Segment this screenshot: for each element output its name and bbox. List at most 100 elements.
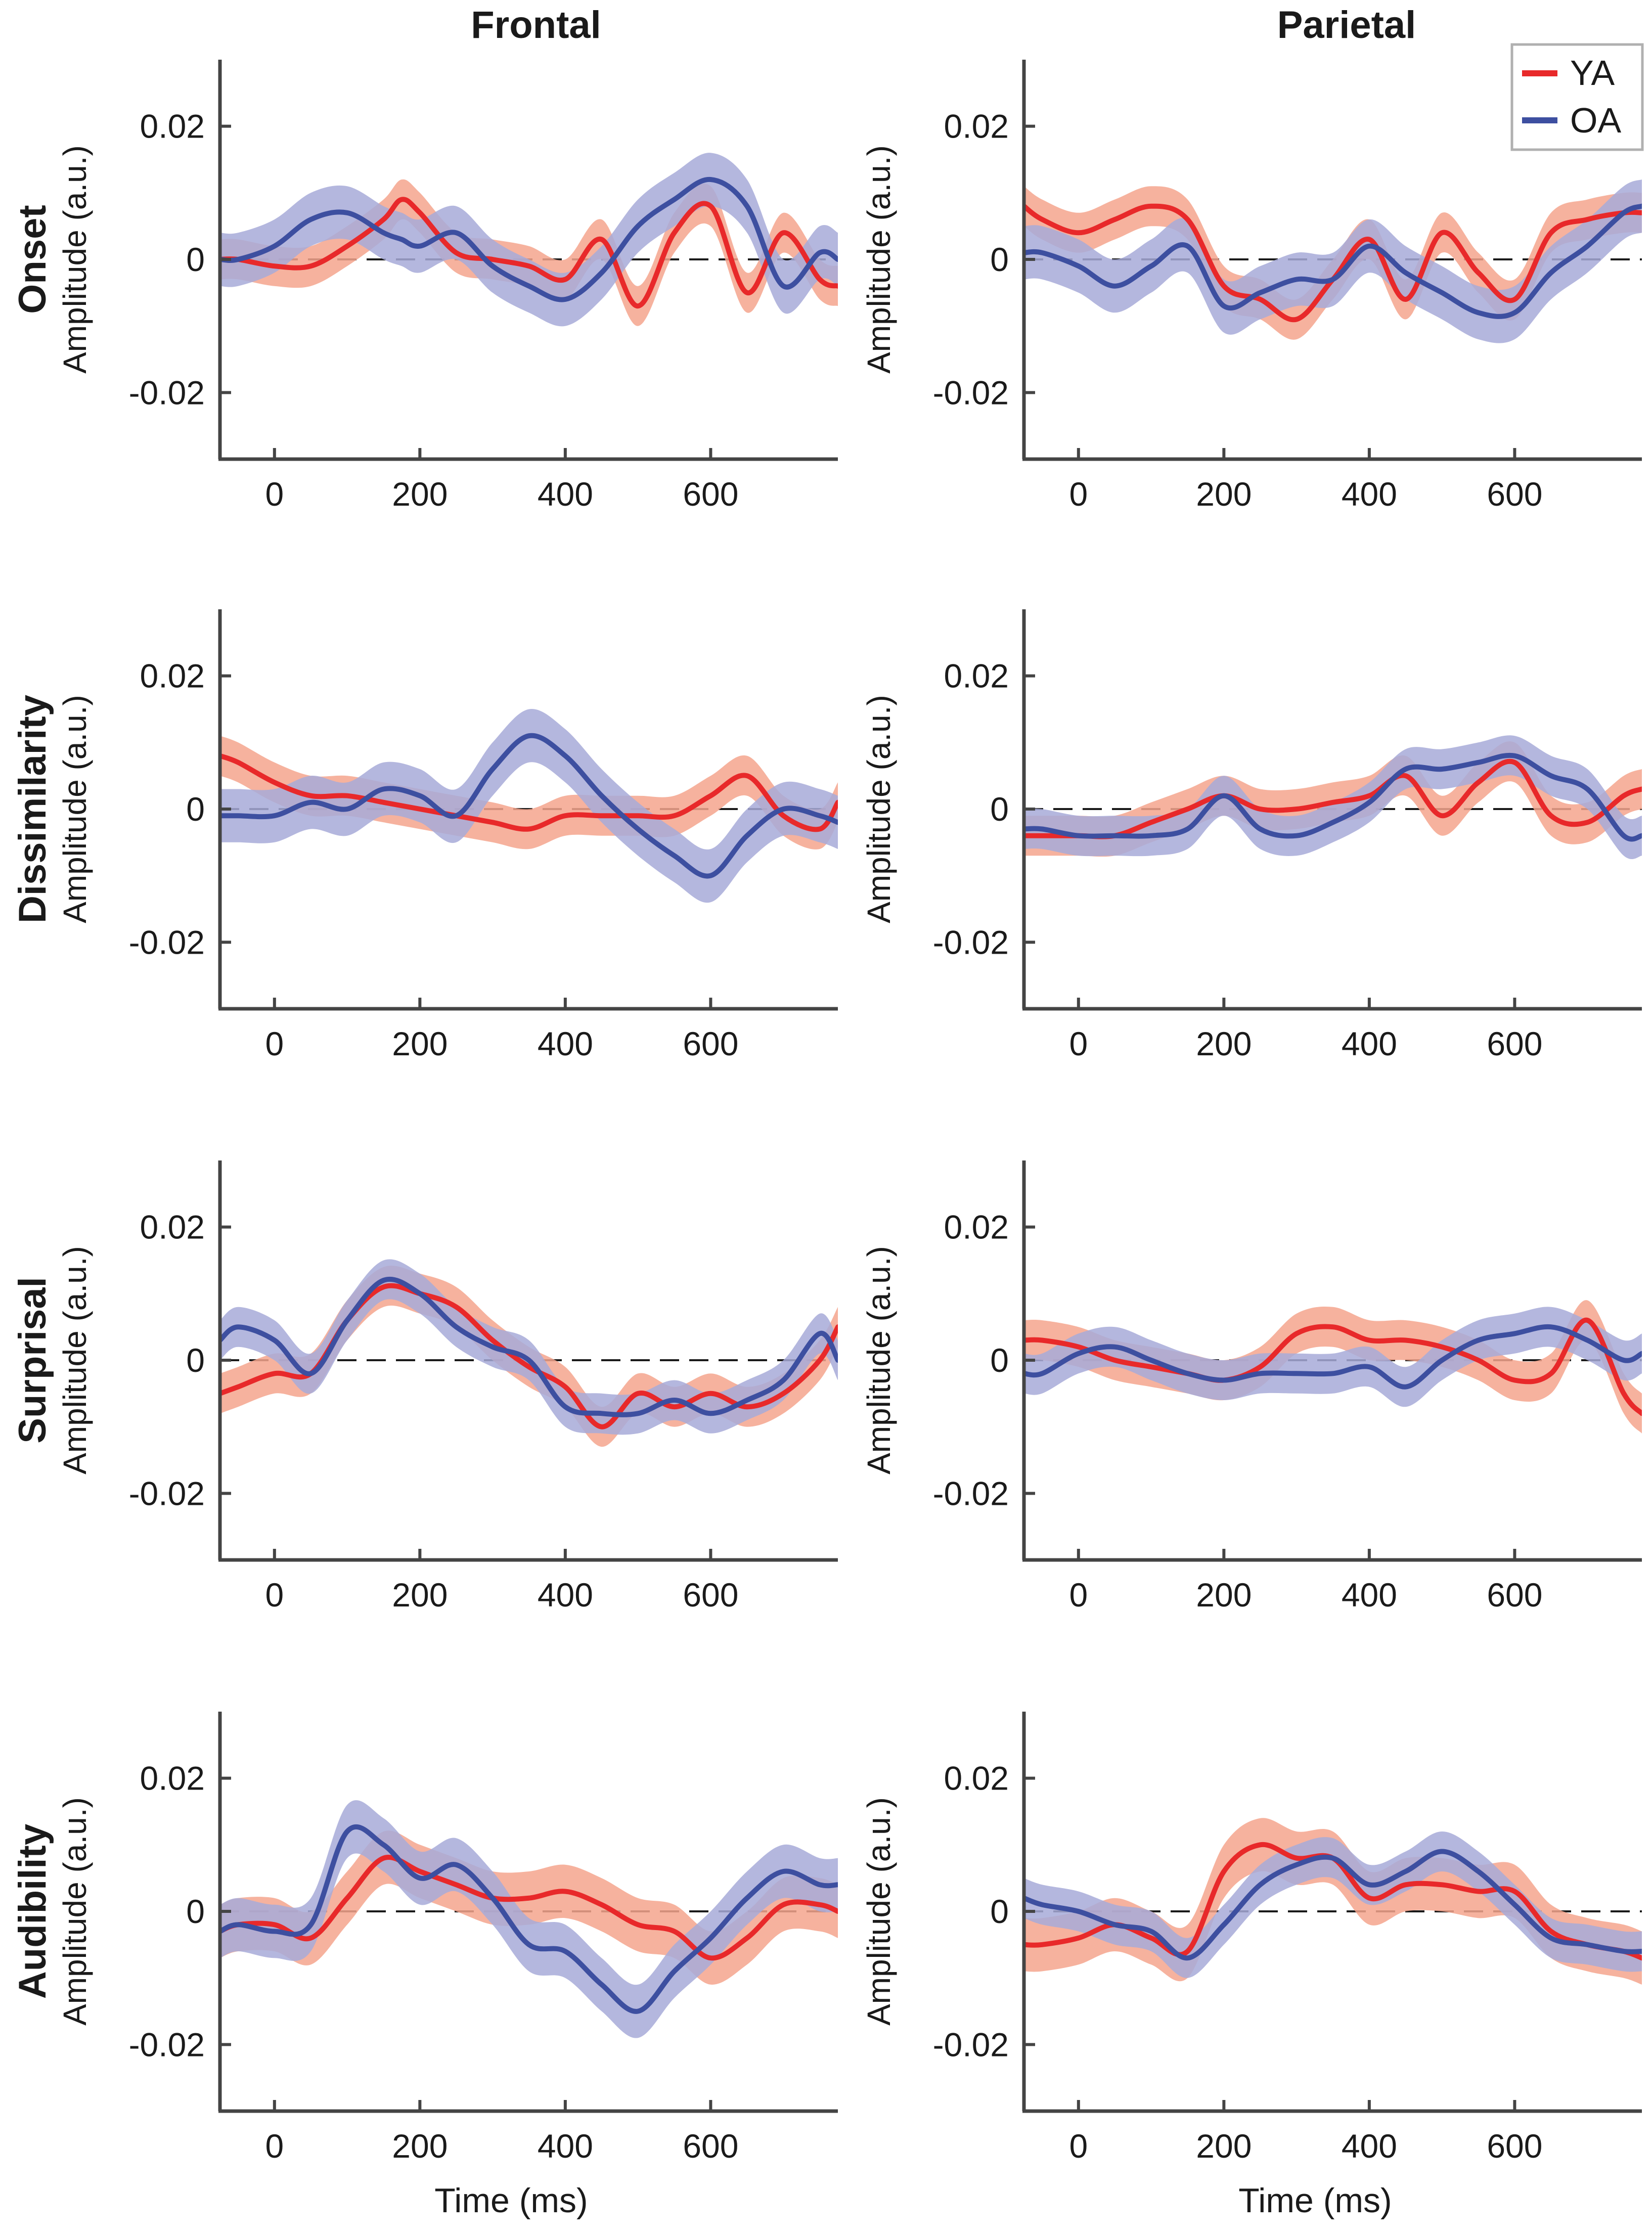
panel-audibility-parietal: 0.02 0 -0.02 0 200 400 600 Amplitude (a.u.) Time… (861, 1712, 1642, 2220)
x-tick-label: 0 (265, 1576, 284, 1614)
column-title-frontal: Frontal (471, 4, 601, 47)
legend-label-ya: YA (1570, 53, 1615, 93)
y-tick-label: 0.02 (140, 108, 205, 145)
plot-area (1024, 1818, 1642, 1985)
oa-confidence-band (220, 153, 838, 327)
y-axis-label: Amplitude (a.u.) (861, 1246, 897, 1474)
y-axis-label: Amplitude (a.u.) (861, 695, 897, 923)
y-tick-label: -0.02 (933, 374, 1009, 411)
y-axis-label: Amplitude (a.u.) (57, 695, 93, 923)
oa-confidence-band (1024, 1307, 1642, 1407)
column-title-parietal: Parietal (1277, 4, 1416, 47)
x-tick-label: 0 (265, 1025, 284, 1062)
y-tick-label: 0 (186, 1341, 205, 1379)
plot-area (1024, 735, 1642, 859)
plot-area (220, 153, 838, 327)
oa-series-line (220, 733, 838, 879)
y-axis-label: Amplitude (a.u.) (861, 145, 897, 374)
x-tick-label: 600 (1487, 1025, 1542, 1062)
row-title-dissimilarity: Dissimilarity (11, 695, 54, 923)
x-axis-label: Time (ms) (1238, 2181, 1392, 2220)
ya-series-line (220, 1855, 838, 1961)
y-tick-label: 0.02 (140, 657, 205, 695)
plot-area (220, 1259, 838, 1447)
oa-series-line (220, 176, 838, 302)
y-tick-label: 0.02 (140, 1209, 205, 1246)
panel-audibility-frontal: 0.02 0 -0.02 0 200 400 600 Amplitude (a.u.)Audi… (11, 1712, 838, 2220)
x-tick-label: 400 (538, 1025, 593, 1062)
x-tick-label: 400 (1342, 1025, 1397, 1062)
y-tick-label: -0.02 (933, 1474, 1009, 1512)
panel-onset-frontal: 0.02 0 -0.02 0 200 400 600 Amplitude (a.u.)Onse… (11, 60, 838, 513)
ya-series-line (1024, 203, 1642, 323)
ya-confidence-band (220, 736, 838, 849)
y-tick-label: -0.02 (129, 2026, 205, 2063)
y-tick-label: 0 (186, 1893, 205, 1930)
x-tick-label: 600 (683, 475, 738, 513)
x-tick-label: 600 (1487, 2127, 1542, 2165)
x-tick-label: 200 (1196, 475, 1252, 513)
ya-series-line (220, 197, 838, 309)
y-axis-label: Amplitude (a.u.) (57, 1797, 93, 2026)
y-tick-label: 0.02 (140, 1760, 205, 1797)
panel-onset-parietal: 0.02 0 -0.02 0 200 400 600 Amplitude (a.u.) (861, 60, 1642, 513)
y-tick-label: -0.02 (129, 1474, 205, 1512)
panel-surprisal-parietal: 0.02 0 -0.02 0 200 400 600 Amplitude (a.u.) (861, 1160, 1642, 1614)
plot-area (1024, 1300, 1642, 1434)
x-tick-label: 400 (538, 2127, 593, 2165)
x-tick-label: 600 (1487, 475, 1542, 513)
y-tick-label: 0.02 (944, 657, 1009, 695)
x-tick-label: 200 (392, 2127, 448, 2165)
ya-series-line (220, 753, 838, 832)
x-tick-label: 600 (683, 1025, 738, 1062)
oa-series-line (1024, 752, 1642, 842)
x-tick-label: 600 (683, 2127, 738, 2165)
x-tick-label: 600 (1487, 1576, 1542, 1614)
y-axis-label: Amplitude (a.u.) (57, 1246, 93, 1474)
y-tick-label: 0.02 (944, 1209, 1009, 1246)
oa-series-line (1024, 1849, 1642, 1961)
y-tick-label: 0 (186, 790, 205, 828)
y-tick-label: 0.02 (944, 108, 1009, 145)
y-axis-label: Amplitude (a.u.) (57, 145, 93, 374)
x-tick-label: 400 (538, 1576, 593, 1614)
x-tick-label: 200 (1196, 2127, 1252, 2165)
x-tick-label: 0 (265, 475, 284, 513)
y-tick-label: 0 (990, 1341, 1009, 1379)
oa-series-line (1024, 1324, 1642, 1390)
legend-label-oa: OA (1570, 101, 1621, 140)
x-tick-label: 200 (392, 1576, 448, 1614)
x-tick-label: 0 (1069, 1025, 1088, 1062)
x-axis-label: Time (ms) (434, 2181, 588, 2220)
y-tick-label: -0.02 (129, 374, 205, 411)
x-tick-label: 400 (1342, 2127, 1397, 2165)
x-tick-label: 0 (1069, 475, 1088, 513)
x-tick-label: 0 (1069, 1576, 1088, 1614)
x-tick-label: 400 (1342, 475, 1397, 513)
y-axis-label: Amplitude (a.u.) (861, 1797, 897, 2026)
y-tick-label: 0 (990, 790, 1009, 828)
panel-surprisal-frontal: 0.02 0 -0.02 0 200 400 600 Amplitude (a.u.)Surp… (11, 1160, 838, 1614)
plot-area (220, 1800, 838, 2038)
x-tick-label: 0 (1069, 2127, 1088, 2165)
legend-box (1510, 43, 1644, 151)
row-title-audibility: Audibility (11, 1824, 54, 1999)
row-title-surprisal: Surprisal (11, 1277, 54, 1443)
panel-dissimilarity-parietal: 0.02 0 -0.02 0 200 400 600 Amplitude (a.u.) (861, 609, 1642, 1062)
oa-series-line (220, 1824, 838, 2014)
oa-confidence-band (1024, 180, 1642, 343)
y-tick-label: -0.02 (933, 2026, 1009, 2063)
x-tick-label: 400 (1342, 1576, 1397, 1614)
plot-area (220, 708, 838, 903)
x-tick-label: 400 (538, 475, 593, 513)
oa-confidence-band (220, 1259, 838, 1435)
oa-series-line (220, 1276, 838, 1417)
oa-confidence-band (220, 708, 838, 903)
ya-series-line (1024, 1317, 1642, 1416)
legend: YA OA (1510, 43, 1644, 151)
x-tick-label: 200 (1196, 1025, 1252, 1062)
x-tick-label: 200 (1196, 1576, 1252, 1614)
oa-confidence-band (220, 1800, 838, 2038)
x-tick-label: 200 (392, 1025, 448, 1062)
